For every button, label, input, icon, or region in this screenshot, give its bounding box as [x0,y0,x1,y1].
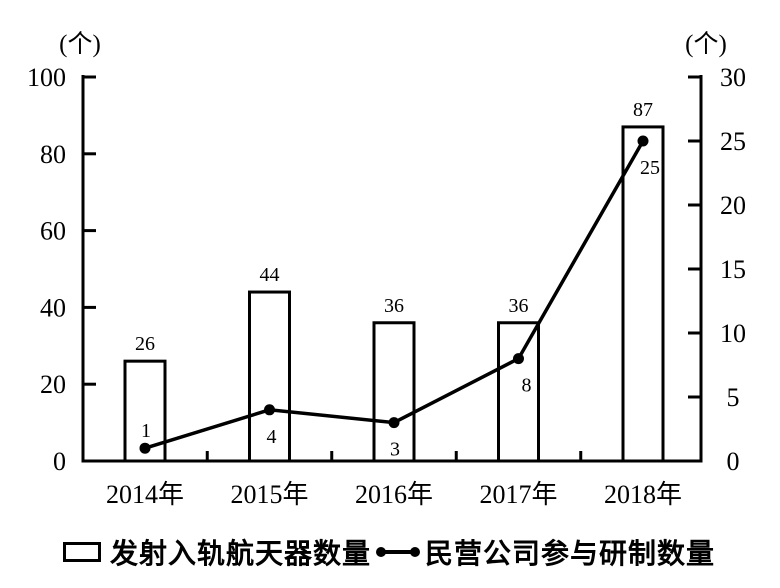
bar-value-label: 36 [384,295,404,317]
line-value-label: 4 [267,426,277,448]
line-point-2016年 [388,417,400,429]
right-axis-tick-label: 25 [720,127,746,156]
legend-bar-swatch-icon [63,542,101,562]
bar-2017年 [497,321,540,463]
line-point-2015年 [264,404,275,416]
line-point-2017年 [513,353,524,365]
right-axis-tick-label: 0 [727,447,740,476]
bar-2018年 [621,125,665,463]
bar-2016年 [372,321,416,463]
legend-line-symbol-icon [376,547,421,557]
right-axis-tick-label: 5 [727,383,740,412]
x-axis-label-2018年: 2018年 [604,480,682,509]
right-axis-tick-label: 30 [720,63,746,92]
bar-value-label: 26 [135,333,155,355]
bar-value-label: 44 [260,264,280,286]
right-axis-tick-label: 10 [720,319,746,348]
left-axis-tick-label: 60 [40,217,66,246]
left-axis-tick-label: 40 [40,293,66,322]
left-axis-tick-label: 0 [53,447,66,476]
line-value-label: 3 [390,439,400,461]
line-value-label: 8 [522,375,532,397]
right-axis-tick-label: 15 [720,255,746,284]
x-axis-label-2014年: 2014年 [106,480,184,509]
right-axis-tick-label: 20 [720,191,746,220]
x-axis-label-2015年: 2015年 [230,480,308,509]
line-value-label: 1 [141,420,151,442]
bar-value-label: 36 [509,295,529,317]
left-axis-tick-label: 80 [40,140,66,169]
left-axis-tick-label: 20 [40,370,66,399]
bar-value-label: 87 [633,99,653,121]
x-axis-label-2016年: 2016年 [355,480,433,509]
left-axis-unit-label: (个) [59,31,101,58]
legend-bar-label: 发射入轨航天器数量 [110,539,372,570]
left-axis-tick-label: 100 [27,63,66,92]
x-axis-label-2017年: 2017年 [479,480,557,509]
line-point-2014年 [139,442,151,454]
line-value-label: 25 [640,157,660,179]
legend-line-label: 民营公司参与研制数量 [425,539,716,570]
legend: 发射入轨航天器数量 民营公司参与研制数量 [63,535,716,570]
right-axis-unit-label: (个) [685,31,727,58]
bar-2015年 [248,290,291,463]
line-point-2018年 [637,135,649,147]
